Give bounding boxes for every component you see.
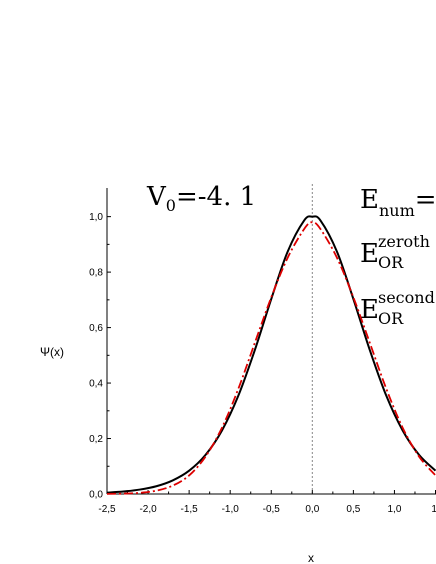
e-zeroth-main: E [360,239,379,269]
x-tick-label: 1, [431,504,436,515]
e-second-sup: second [378,288,435,307]
y-tick-label: 0,2 [89,434,103,445]
x-tick-label: -2,0 [139,504,157,515]
potential-annotation: V0=-4. 1 [146,182,256,215]
x-tick-label: -2,5 [98,504,116,515]
y-axis-label: Ψ(x) [40,345,64,359]
e-second-sub: OR [378,309,404,328]
plot-area [106,184,436,495]
series-layer [106,215,436,495]
y-tick-label: 0,4 [89,379,103,390]
x-axis-label: x [308,551,314,564]
series-numerical-line [106,215,436,494]
y-ticks: 0,0 0,2 0,4 0,6 0,8 1,0 [89,212,111,501]
x-ticks: -2,5 -2,0 -1,5 -1,0 -0,5 0,0 0,5 1,0 1, [98,490,436,515]
y-tick-label: 0,8 [89,268,103,279]
y-tick-label: 1,0 [89,212,103,223]
e-num-annotation: Enum= [360,185,436,220]
y-tick-label: 0,0 [89,490,103,501]
x-tick-label: -0,5 [263,504,281,515]
e-zeroth-sup: zeroth [378,232,430,251]
x-tick-label: -1,0 [222,504,240,515]
x-tick-label: 0,0 [305,504,319,515]
e-zeroth-sub: OR [378,253,404,272]
x-tick-label: -1,5 [181,504,199,515]
x-tick-label: 1,0 [387,504,401,515]
e-second-main: E [360,295,379,325]
y-tick-label: 0,6 [89,323,103,334]
series-dashdot-line [106,221,436,495]
x-tick-label: 0,5 [346,504,360,515]
